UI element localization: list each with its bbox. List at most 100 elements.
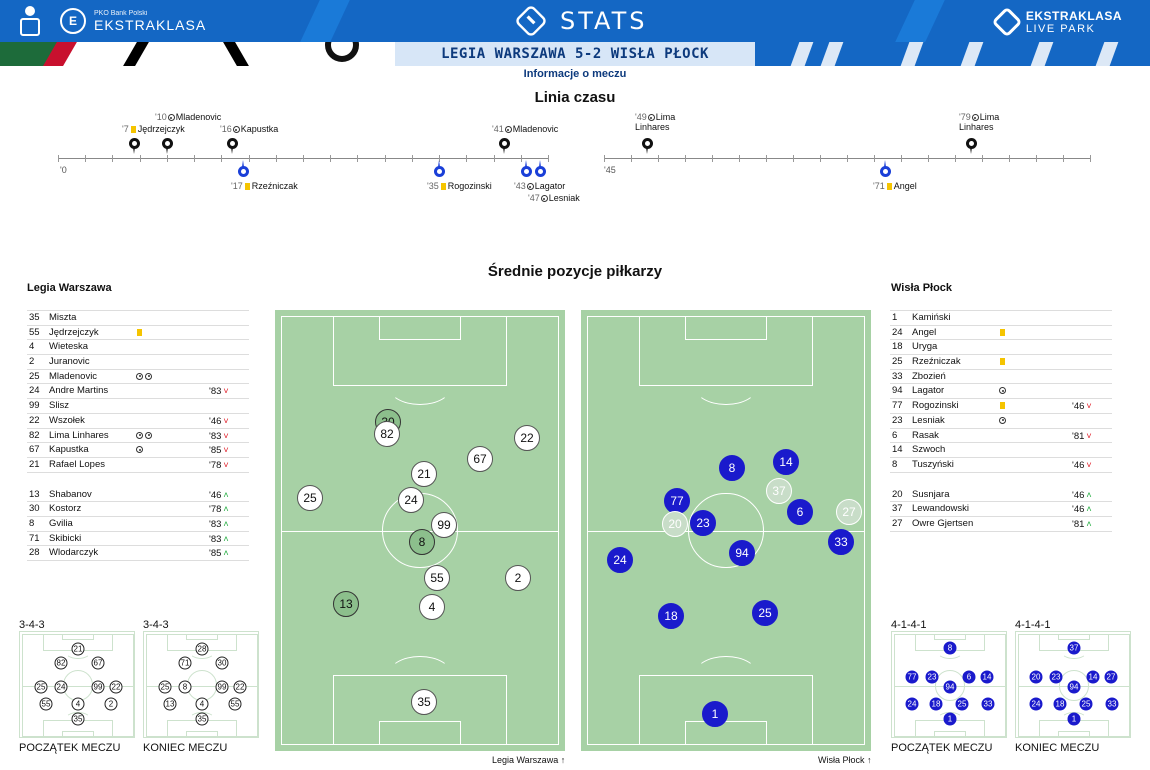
roster-row[interactable]: 33 Zbozień — [890, 370, 1112, 385]
roster-row[interactable]: 77 Rogozinski '46 ˅ — [890, 399, 1112, 414]
away-player-marker[interactable]: 25 — [752, 600, 778, 626]
live-park-logo[interactable]: EKSTRAKLASA LIVE PARK — [991, 6, 1122, 38]
roster-row[interactable]: 14 Szwoch — [890, 443, 1112, 458]
formation-player-dot: 6 — [962, 670, 976, 684]
sub-off-arrow-icon: ˅ — [223, 459, 229, 470]
roster-row[interactable]: 25 Rzeźniczak — [890, 355, 1112, 370]
formation-player-dot: 24 — [54, 680, 68, 694]
goal-ball-icon — [540, 195, 548, 202]
player-name: Shabanov — [49, 488, 92, 500]
away-player-marker[interactable]: 14 — [773, 449, 799, 475]
top-header-bar: E PKO Bank Polski EKSTRAKLASA STATS EKST… — [0, 0, 1150, 42]
player-name: Owre Gjertsen — [912, 517, 974, 529]
home-player-marker[interactable]: 2 — [505, 565, 531, 591]
mini-pitch-line — [65, 711, 91, 727]
away-player-marker[interactable]: 23 — [690, 510, 716, 536]
home-player-marker[interactable]: 8 — [409, 529, 435, 555]
match-info-link[interactable]: Informacje o meczu — [523, 68, 627, 80]
away-player-marker[interactable]: 20 — [662, 511, 688, 537]
roster-row[interactable]: 18 Uryga — [890, 340, 1112, 356]
player-number: 35 — [29, 312, 40, 323]
roster-row[interactable]: 25 Mladenovic — [27, 370, 249, 385]
roster-row[interactable]: 67 Kapustka '85 ˅ — [27, 443, 249, 458]
timeline-tick — [847, 155, 848, 162]
stats-logo[interactable]: STATS — [514, 4, 647, 38]
formation-player-dot: 24 — [1029, 697, 1043, 711]
away-player-marker[interactable]: 18 — [658, 603, 684, 629]
roster-row[interactable]: 8 Tuszyński '46 ˅ — [890, 458, 1112, 473]
roster-separator — [890, 473, 1112, 488]
roster-row[interactable]: 2 Juranovic — [27, 355, 249, 370]
roster-row[interactable]: 37 Lewandowski '46 ˄ — [890, 502, 1112, 517]
mini-pitch-line — [189, 711, 215, 727]
roster-row[interactable]: 30 Kostorz '78 ˄ — [27, 502, 249, 517]
yellow-card-icon — [440, 183, 446, 190]
roster-row[interactable]: 23 Lesniak — [890, 414, 1112, 429]
roster-row[interactable]: 55 Jędrzejczyk — [27, 326, 249, 341]
timeline-tick — [766, 155, 767, 162]
home-player-marker[interactable]: 25 — [297, 485, 323, 511]
timeline-tick — [1063, 155, 1064, 162]
away-player-marker[interactable]: 27 — [836, 499, 862, 525]
roster-row[interactable]: 21 Rafael Lopes '78 ˅ — [27, 458, 249, 473]
mini-pitch-line — [937, 644, 963, 660]
event-player: Lagator — [534, 181, 566, 191]
home-player-marker[interactable]: 99 — [431, 512, 457, 538]
player-name: Kapustka — [49, 444, 89, 456]
roster-row[interactable]: 82 Lima Linhares '83 ˅ — [27, 429, 249, 444]
home-player-marker[interactable]: 24 — [398, 487, 424, 513]
player-event-icons — [135, 429, 153, 443]
pitch-line — [685, 720, 767, 746]
roster-row[interactable]: 99 Slisz — [27, 399, 249, 414]
formation-player-dot: 20 — [1029, 670, 1043, 684]
home-player-marker[interactable]: 55 — [424, 565, 450, 591]
roster-row[interactable]: 24 Andre Martins '83 ˅ — [27, 384, 249, 400]
home-player-marker[interactable]: 21 — [411, 461, 437, 487]
player-number: 30 — [29, 503, 40, 515]
roster-row[interactable]: 94 Lagator — [890, 384, 1112, 400]
away-player-marker[interactable]: 94 — [729, 540, 755, 566]
roster-row[interactable]: 8 Gvilia '83 ˄ — [27, 517, 249, 532]
roster-row[interactable]: 4 Wieteska — [27, 340, 249, 356]
away-player-marker[interactable]: 1 — [702, 701, 728, 727]
home-player-marker[interactable]: 4 — [419, 594, 445, 620]
pitch-line — [388, 367, 452, 406]
home-player-marker[interactable]: 35 — [411, 689, 437, 715]
pitch-line — [379, 315, 461, 341]
timeline-tick — [194, 155, 195, 162]
sub-minute-text: '85 — [209, 445, 222, 457]
roster-row[interactable]: 22 Wszołek '46 ˅ — [27, 414, 249, 429]
roster-row[interactable]: 13 Shabanov '46 ˄ — [27, 488, 249, 503]
roster-row[interactable]: 27 Owre Gjertsen '81 ˄ — [890, 517, 1112, 532]
sub-minute-text: '46 — [209, 489, 222, 501]
roster-row[interactable]: 1 Kamiński — [890, 311, 1112, 326]
roster-row[interactable]: 24 Angel — [890, 326, 1112, 341]
roster-row[interactable]: 28 Wlodarczyk '85 ˄ — [27, 546, 249, 561]
substitution-minute: '85 ˄ — [209, 546, 229, 561]
roster-row[interactable]: 71 Skibicki '83 ˄ — [27, 532, 249, 547]
away-player-marker[interactable]: 37 — [766, 478, 792, 504]
roster-row[interactable]: 20 Susnjara '46 ˄ — [890, 488, 1112, 503]
home-player-marker[interactable]: 13 — [333, 591, 359, 617]
timeline-event-label: '17 Rzeźniczak — [231, 181, 298, 191]
home-event-marker-icon — [499, 138, 510, 154]
away-player-marker[interactable]: 33 — [828, 529, 854, 555]
event-player: Rogozinski — [447, 181, 492, 191]
roster-row[interactable]: 6 Rasak '81 ˅ — [890, 429, 1112, 444]
away-player-marker[interactable]: 77 — [664, 488, 690, 514]
away-player-marker[interactable]: 24 — [607, 547, 633, 573]
timeline-tick — [928, 155, 929, 162]
home-player-marker[interactable]: 67 — [467, 446, 493, 472]
home-player-marker[interactable]: 82 — [374, 421, 400, 447]
home-player-marker[interactable]: 22 — [514, 425, 540, 451]
goal-ball-icon — [136, 446, 143, 454]
away-player-marker[interactable]: 8 — [719, 455, 745, 481]
timeline-tick — [982, 155, 983, 162]
away-player-marker[interactable]: 6 — [787, 499, 813, 525]
pko-ekstraklasa-logo[interactable]: E PKO Bank Polski EKSTRAKLASA — [18, 6, 206, 36]
sub-minute-text: '83 — [209, 430, 222, 442]
home-formation-start-diagram: 21 82 67 25 24 99 22 55 4 2 35 — [19, 631, 135, 738]
roster-row[interactable]: 35 Miszta — [27, 311, 249, 326]
timeline-tick — [874, 155, 875, 162]
timeline-tick — [955, 155, 956, 162]
